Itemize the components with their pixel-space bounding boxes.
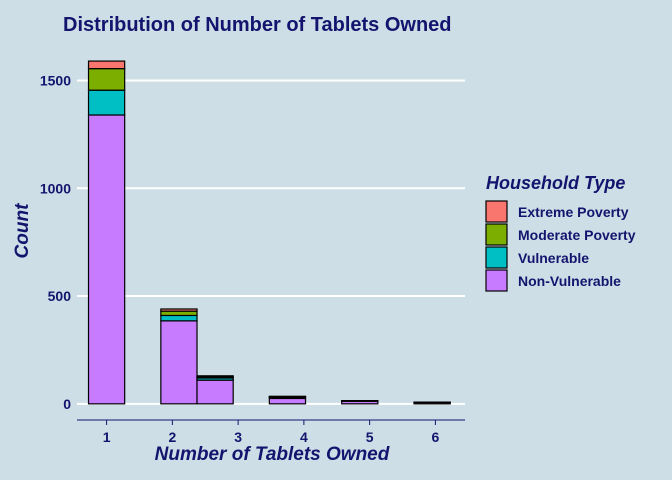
legend-label-extreme-poverty: Extreme Poverty [518, 204, 629, 220]
y-axis-title: Count [12, 203, 33, 259]
bar-extreme-poverty-bin-3 [160, 308, 198, 312]
legend-swatch-extreme-poverty [485, 200, 508, 223]
x-tick-label-3: 3 [234, 429, 242, 445]
bar-vulnerable-bin-1 [87, 89, 126, 116]
bar-extreme-poverty-bin-1 [87, 60, 126, 70]
bar-moderate-poverty-bin-1 [87, 68, 126, 91]
legend-label-moderate-poverty: Moderate Poverty [518, 227, 636, 243]
x-tick-label-4: 4 [300, 429, 308, 445]
legend-label-non-vulnerable: Non-Vulnerable [518, 273, 621, 289]
y-tick-label-500: 500 [48, 288, 72, 304]
bar-non-vulnerable-bin-1 [87, 114, 126, 405]
bar-non-vulnerable-bin-4 [196, 379, 234, 405]
legend-swatch-moderate-poverty [485, 223, 508, 246]
x-axis-title: Number of Tablets Owned [155, 444, 390, 465]
bar-moderate-poverty-bin-3 [160, 310, 198, 317]
x-tick-label-6: 6 [432, 429, 440, 445]
legend-title: Household Type [486, 173, 625, 193]
legend-swatch-vulnerable [485, 246, 508, 269]
y-tick-label-0: 0 [63, 396, 71, 412]
bars-layer [87, 60, 451, 405]
x-tick-label-5: 5 [366, 429, 374, 445]
bar-non-vulnerable-bin-3 [160, 320, 198, 405]
legend-swatch-non-vulnerable [485, 269, 508, 292]
legend: Extreme Poverty Moderate Poverty Vulnerabl… [485, 200, 636, 292]
axis-layer: 0 500 1000 1500 1 2 3 4 5 6 [40, 72, 465, 445]
x-tick-label-2: 2 [168, 429, 176, 445]
bar-non-vulnerable-bin-6 [268, 397, 307, 405]
legend-label-vulnerable: Vulnerable [518, 250, 589, 266]
y-tick-label-1000: 1000 [40, 180, 71, 196]
bar-vulnerable-bin-3 [160, 314, 198, 322]
y-tick-label-1500: 1500 [40, 72, 71, 88]
grid-layer [77, 79, 465, 405]
x-tick-label-1: 1 [103, 429, 111, 445]
bar-extreme-poverty-bin-4 [196, 375, 234, 378]
chart-title: Distribution of Number of Tablets Owned [63, 14, 452, 36]
